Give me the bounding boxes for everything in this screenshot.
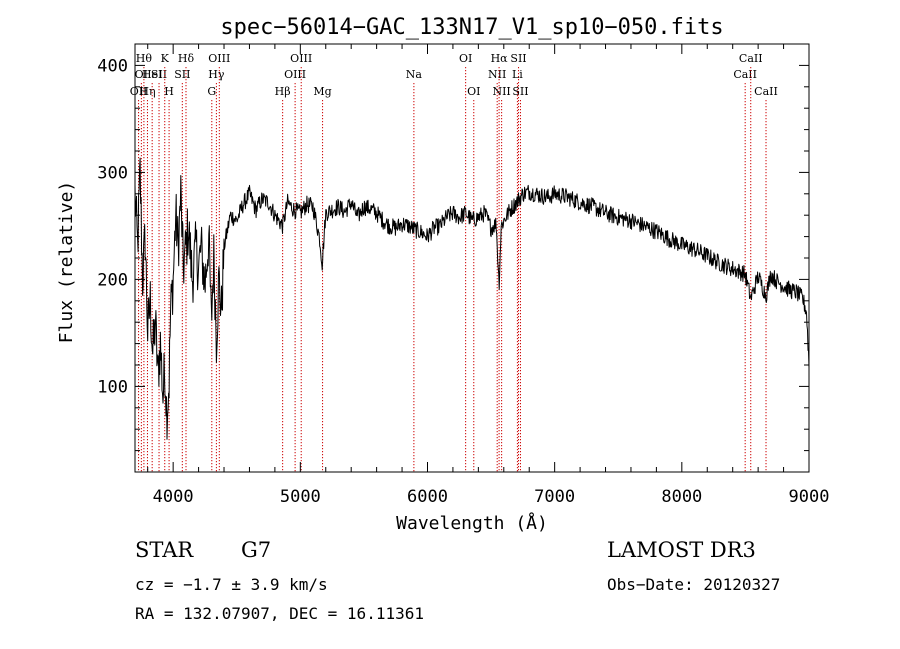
chart-title: spec−56014−GAC_133N17_V1_sp10−050.fits [220, 15, 723, 40]
y-axis-label: Flux (relative) [56, 181, 77, 344]
line-label: OIII [208, 52, 230, 65]
y-tick-label: 200 [97, 270, 128, 290]
y-tick-label: 100 [97, 377, 128, 397]
object-subclass: G7 [241, 538, 272, 562]
line-label: SII [151, 68, 167, 81]
line-label: HeI [142, 68, 162, 81]
line-label: G [207, 85, 216, 98]
x-tick-label: 4000 [153, 487, 194, 507]
line-label: K [161, 52, 170, 65]
x-axis-label: Wavelength (Å) [396, 512, 548, 534]
object-class: STAR [135, 538, 194, 562]
line-label: NII [488, 68, 506, 81]
line-label: CaII [733, 68, 757, 81]
line-label: Mg [313, 85, 331, 98]
line-label: Hα [491, 52, 509, 65]
line-label: OI [135, 68, 148, 81]
emission-line-markers: OIIOIHθHηHeISIIKHHδSIIGHγOIIIHβOIIIOIIIM… [130, 52, 778, 472]
line-label: Hη [139, 85, 155, 98]
line-label: SII [512, 85, 528, 98]
line-label: OIII [284, 68, 306, 81]
line-label: Hθ [136, 52, 153, 65]
spectrum-line [134, 157, 810, 440]
x-tick-label: 8000 [661, 487, 702, 507]
sky-coordinates: RA = 132.07907, DEC = 16.11361 [135, 604, 424, 623]
line-label: Hγ [208, 68, 225, 81]
line-label: CaII [754, 85, 778, 98]
line-label: OIII [290, 52, 312, 65]
x-tick-label: 7000 [534, 487, 575, 507]
axes: 4000 5000 6000 7000 8000 9000 100 200 300 400 [97, 43, 830, 507]
line-label: OII [130, 85, 148, 98]
line-label: NII [492, 85, 510, 98]
line-label: SII [510, 52, 526, 65]
y-tick-label: 300 [97, 163, 128, 183]
line-label: SII [174, 68, 190, 81]
x-tick-label: 9000 [789, 487, 830, 507]
plot-frame [134, 43, 810, 473]
line-label: Hβ [275, 85, 291, 98]
survey-name: LAMOST DR3 [607, 538, 756, 562]
spectrum-series [134, 157, 810, 440]
y-tick-label: 400 [97, 56, 128, 76]
x-tick-label: 5000 [280, 487, 321, 507]
line-label: OI [459, 52, 472, 65]
line-label: H [164, 85, 174, 98]
line-label: Li [512, 68, 523, 81]
x-tick-label: 6000 [407, 487, 448, 507]
observation-date: Obs−Date: 20120327 [607, 575, 781, 594]
redshift-velocity: cz = −1.7 ± 3.9 km/s [135, 575, 328, 594]
line-label: Hδ [178, 52, 195, 65]
line-label: CaII [739, 52, 763, 65]
line-label: Na [406, 68, 423, 81]
line-label: OI [467, 85, 480, 98]
